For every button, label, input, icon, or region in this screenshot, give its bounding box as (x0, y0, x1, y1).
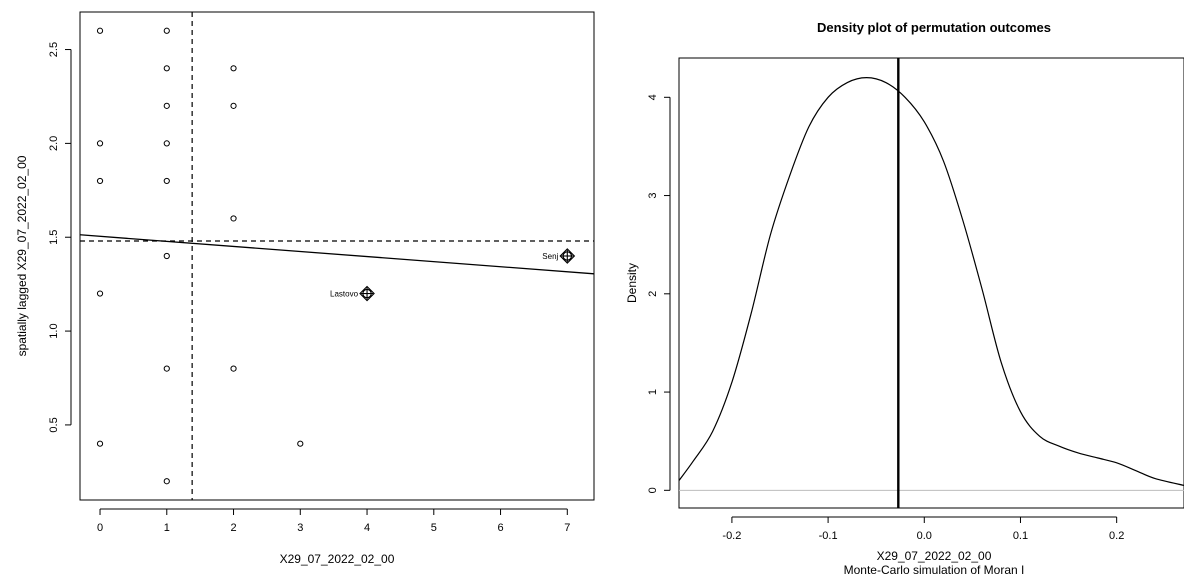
left-x-tick-label: 1 (164, 522, 170, 534)
influential-point-diamond (559, 248, 576, 264)
left-x-tick-label: 6 (497, 522, 503, 534)
scatter-point (230, 365, 237, 372)
left-x-tick-label: 5 (431, 522, 437, 534)
right-y-tick-label: 3 (647, 192, 659, 198)
scatter-point (96, 177, 104, 185)
left-x-tick-label: 0 (97, 522, 103, 534)
right-x-tick-label: 0.1 (1013, 530, 1028, 542)
right-x-axis-subtitle: Monte-Carlo simulation of Moran I (844, 563, 1025, 577)
left-y-tick-label: 2.5 (48, 42, 60, 57)
right-x-tick-label: -0.2 (722, 530, 741, 542)
scatter-point (96, 27, 104, 34)
left-y-tick-label: 2.0 (48, 136, 60, 151)
scatter-point (230, 215, 237, 222)
right-y-tick-label: 1 (647, 389, 659, 395)
scatter-point (163, 177, 170, 185)
left-x-tick-label: 2 (230, 522, 236, 534)
right-plot-axes: -0.2 -0.1 0.0 0.1 0.2 0 1 2 3 4 (647, 94, 1124, 542)
left-x-tick-label: 7 (564, 522, 570, 534)
influential-point-label: Lastovo (330, 290, 359, 299)
scatter-point (163, 478, 170, 485)
moran-scatterplot: Lastovo Senj 0 1 2 3 4 5 6 7 0.5 1.0 1.5 2.0 2.5 X29_… (15, 11, 595, 566)
right-y-axis-label: Density (625, 263, 639, 303)
influential-point-label: Senj (542, 252, 558, 261)
right-x-axis-label: X29_07_2022_02_00 (877, 549, 992, 563)
right-y-tick-label: 2 (647, 291, 659, 297)
right-x-tick-label: 0.2 (1109, 530, 1124, 542)
scatter-point (163, 365, 170, 372)
right-plot-frame (678, 57, 1184, 509)
scatter-point (163, 140, 170, 147)
influential-point-diamond (359, 285, 375, 302)
left-x-tick-label: 4 (364, 522, 370, 534)
left-x-axis-label: X29_07_2022_02_00 (280, 552, 395, 566)
right-y-tick-label: 4 (647, 94, 659, 100)
regression-line (79, 234, 595, 275)
scatter-point (96, 440, 104, 447)
scatter-point (230, 65, 237, 72)
scatter-point (163, 102, 170, 109)
left-x-tick-label: 3 (297, 522, 303, 534)
scatter-point (230, 102, 237, 109)
right-x-tick-label: 0.0 (917, 530, 932, 542)
left-y-tick-label: 1.5 (48, 230, 60, 245)
right-x-tick-label: -0.1 (819, 530, 838, 542)
left-y-tick-label: 0.5 (48, 417, 60, 432)
left-y-axis-label: spatially lagged X29_07_2022_02_00 (15, 155, 29, 356)
influential-point: Lastovo (330, 285, 375, 302)
scatter-point (163, 252, 170, 260)
scatter-point (96, 290, 104, 297)
density-curve (678, 77, 1184, 486)
left-plot-marks: Lastovo Senj (79, 12, 595, 500)
right-y-tick-label: 0 (647, 487, 659, 493)
left-y-tick-label: 1.0 (48, 323, 60, 338)
density-plot: Density plot of permutation outcomes -0.… (625, 20, 1184, 577)
scatter-point (163, 27, 170, 34)
left-plot-frame (79, 11, 595, 501)
scatter-point (163, 65, 170, 72)
density-plot-title: Density plot of permutation outcomes (817, 20, 1051, 35)
influential-point: Senj (542, 248, 576, 264)
scatter-point (297, 440, 304, 447)
right-plot-marks (678, 58, 1184, 508)
scatter-point (96, 140, 104, 147)
left-plot-axes: 0 1 2 3 4 5 6 7 0.5 1.0 1.5 2.0 2.5 (48, 42, 570, 534)
